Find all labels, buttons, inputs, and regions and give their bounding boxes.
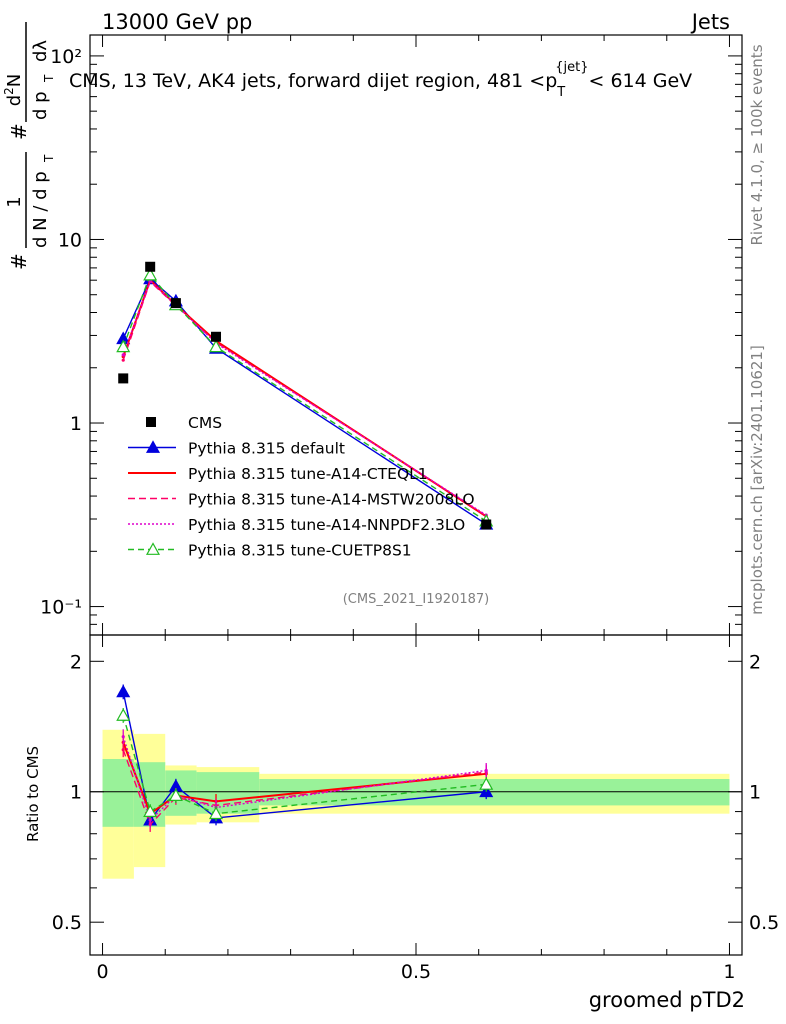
- series-line-3: [122, 279, 487, 516]
- y-tick-label: 10⁻¹: [40, 597, 82, 619]
- ratio-point-3: [121, 735, 125, 739]
- data-point: [481, 519, 492, 530]
- ylabel-one: 1: [4, 196, 25, 207]
- x-tick-label: 0.5: [401, 961, 431, 983]
- series-point-3: [121, 353, 125, 357]
- ratio-point-4: [168, 788, 183, 801]
- ratio-tick-label-right: 0.5: [749, 912, 779, 934]
- ratio-point-3: [148, 818, 152, 822]
- ylabel-dp: d p: [30, 91, 51, 120]
- y-tick-label: 1: [70, 413, 82, 435]
- ratio-point-4: [479, 777, 494, 790]
- legend-marker-4: [145, 542, 161, 555]
- series-line-4: [122, 273, 487, 522]
- legend-label-4: Pythia 8.315 tune-CUETP8S1: [188, 542, 412, 560]
- ratio-point-3: [484, 768, 488, 773]
- ratio-point-4: [208, 806, 224, 820]
- data-point: [118, 373, 129, 384]
- data-point: [170, 298, 181, 309]
- ratio-band-stat: [196, 772, 260, 814]
- x-tick-label: 1: [723, 961, 735, 983]
- series-point-2: [121, 358, 125, 362]
- ylabel-t-1: T: [42, 154, 56, 163]
- ratio-ylabel: Ratio to CMS: [24, 746, 42, 842]
- watermark: (CMS_2021_I1920187): [343, 592, 490, 607]
- series-point-4: [208, 339, 224, 353]
- main-ylabel: # 1 d N / d p T # d2N d p T dλ: [2, 22, 56, 270]
- ratio-point-4: [143, 804, 158, 817]
- legend-label-3: Pythia 8.315 tune-A14-NNPDF2.3LO: [188, 516, 465, 534]
- series-point-4: [143, 267, 158, 281]
- ylabel-num: d2N: [2, 74, 25, 107]
- legend-label-2: Pythia 8.315 tune-A14-MSTW2008LO: [188, 491, 475, 509]
- series-line-0: [122, 277, 487, 525]
- rivet-label: Rivet 4.1.0, ≥ 100k events: [748, 44, 766, 245]
- data-point: [145, 261, 156, 272]
- ratio-tick-label-left: 1: [70, 782, 82, 804]
- ratio-tick-label-left: 2: [70, 651, 82, 673]
- chart-title: CMS, 13 TeV, AK4 jets, forward dijet reg…: [69, 60, 692, 100]
- ratio-band-stat: [102, 759, 134, 827]
- ylabel-hash-2: #: [7, 123, 31, 140]
- header-right: Jets: [690, 10, 730, 34]
- ylabel-dlambda: dλ: [30, 40, 51, 62]
- y-tick-label: 10²: [50, 46, 82, 68]
- legend-label-1: Pythia 8.315 tune-A14-CTEQL1: [188, 465, 428, 483]
- series-point-4: [116, 339, 131, 353]
- ratio-point-2: [121, 748, 125, 752]
- ratio-tick-label-left: 0.5: [52, 912, 82, 934]
- mcplots-label: mcplots.cern.ch [arXiv:2401.10621]: [748, 345, 766, 615]
- ratio-point-4: [116, 708, 131, 721]
- ylabel-hash-1: #: [7, 253, 31, 270]
- x-tick-label: 0: [96, 961, 108, 983]
- header-left: 13000 GeV pp: [102, 10, 252, 34]
- legend-marker-data: [146, 417, 156, 427]
- ratio-line-3: [122, 736, 487, 822]
- legend-marker-0: [145, 440, 161, 453]
- ratio-tick-label-right: 2: [749, 651, 761, 673]
- x-axis-label: groomed pTD2: [589, 988, 745, 1012]
- legend-label-0: Pythia 8.315 default: [188, 440, 345, 458]
- ratio-point-0: [116, 684, 131, 698]
- legend-label-data: CMS: [188, 414, 222, 432]
- ylabel-dn: d N / d p: [30, 171, 51, 248]
- ylabel-t-2: T: [42, 74, 56, 83]
- y-tick-label: 10: [58, 229, 82, 251]
- ratio-tick-label-right: 1: [749, 782, 761, 804]
- data-point: [211, 331, 222, 342]
